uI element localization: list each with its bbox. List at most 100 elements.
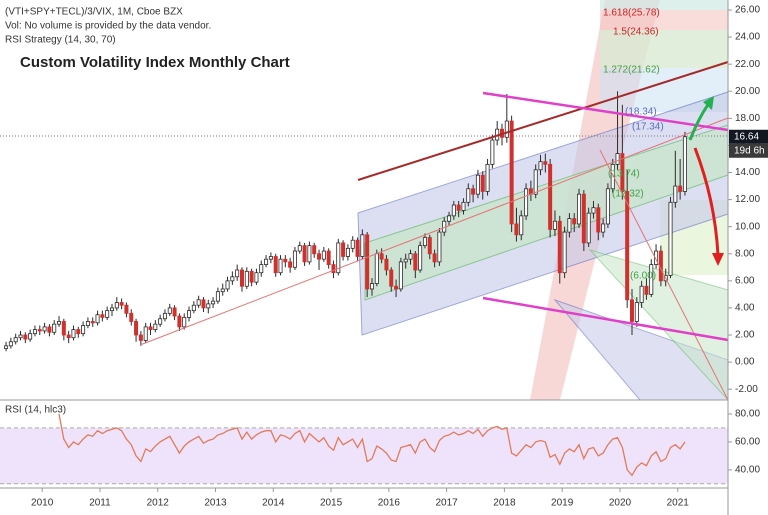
candle-body [620, 153, 625, 192]
y-tick-label: 6.00 [735, 275, 755, 286]
candle-body [182, 317, 187, 328]
x-tick-label: 2012 [147, 498, 170, 509]
candle-body [90, 321, 95, 324]
support-line [482, 296, 729, 342]
candle-body [389, 269, 394, 287]
candle-body [490, 139, 495, 165]
candle-body [466, 188, 471, 203]
candle-body [418, 245, 423, 271]
candle-body [678, 185, 683, 192]
candle-body [201, 299, 206, 309]
candle-body [567, 218, 572, 233]
candle-body [85, 321, 90, 326]
candle-body [639, 285, 644, 303]
candle-body [403, 258, 408, 263]
y-tick-label: 2.00 [735, 330, 755, 341]
candle-body [581, 193, 586, 244]
candle-body [629, 299, 634, 322]
candle-body [61, 321, 66, 336]
fib-labels: 1.618(25.78) 1.5(24.36) 1.272(21.62) (18… [603, 8, 664, 282]
candle-body [297, 245, 302, 252]
candle-body [533, 169, 538, 195]
candle-body [124, 304, 129, 314]
candle-body [572, 218, 577, 225]
fib-label: 1.618(25.78) [603, 8, 660, 19]
candle-body [95, 314, 100, 324]
down-arrow-head [712, 253, 724, 266]
candle-body [682, 136, 687, 192]
candle-body [119, 302, 124, 306]
y-tick-label: 8.00 [735, 248, 755, 259]
median-line [139, 117, 729, 346]
candle-body [4, 345, 9, 349]
candle-body [398, 261, 403, 290]
candle-body [114, 302, 119, 309]
candle-body [52, 323, 57, 333]
candle-body [187, 310, 192, 318]
candle-body [471, 188, 476, 195]
candle-body [509, 120, 514, 225]
y-tick-label: 18.00 [735, 113, 760, 124]
rsi-band [0, 427, 728, 484]
x-tick-label: 2010 [31, 498, 54, 509]
candle-body [485, 163, 490, 192]
candle-body [374, 253, 379, 284]
last-price-box [729, 129, 768, 144]
candle-body [456, 204, 461, 211]
candle-body [220, 288, 225, 293]
candle-body [610, 163, 615, 190]
candle-body [447, 215, 452, 222]
candle-body [215, 291, 220, 302]
candle-body [369, 283, 374, 290]
rsi-title: RSI (14, hlc3) [5, 405, 66, 416]
x-tick-label: 2017 [435, 498, 458, 509]
candle-body [206, 303, 211, 309]
fib-zone [600, 30, 728, 68]
fib-label: (12.32) [612, 189, 644, 200]
candle-body [32, 329, 37, 335]
candle-body [461, 201, 466, 211]
candle-body [264, 258, 269, 265]
candle-body [480, 174, 485, 192]
candle-body [384, 258, 389, 271]
y-tick-label: 24.00 [735, 32, 760, 43]
candle-body [109, 307, 114, 312]
candle-body [644, 285, 649, 295]
fib-zone [600, 0, 728, 10]
candle-body [100, 314, 105, 318]
candle-body [504, 120, 509, 138]
y-tick-label: 12.00 [735, 194, 760, 205]
fib-label: (13.74) [608, 169, 640, 180]
candle-body [514, 223, 519, 236]
candle-body [239, 269, 244, 287]
candle-body [552, 220, 557, 230]
candle-body [42, 326, 47, 332]
candle-body [605, 188, 610, 225]
x-tick-label: 2011 [89, 498, 111, 509]
candle-body [475, 174, 480, 195]
x-tick-label: 2015 [320, 498, 343, 509]
candle-body [577, 193, 582, 225]
candle-body [427, 237, 432, 255]
candle-body [548, 163, 553, 230]
candle-body [625, 191, 630, 301]
candle-body [268, 256, 273, 260]
candle-body [143, 326, 148, 341]
candle-body [230, 276, 235, 282]
candle-body [524, 188, 529, 217]
candles [4, 91, 687, 352]
candle-body [317, 253, 322, 260]
candle-body [326, 250, 331, 265]
x-tick-label: 2013 [204, 498, 227, 509]
candle-body [211, 300, 216, 305]
candle-body [408, 253, 413, 260]
y-tick-label: 22.00 [735, 59, 760, 70]
candle-body [379, 253, 384, 260]
axes: -2.00 0.00 2.00 4.00 6.00 8.00 10.00 12.00 14.00… [31, 5, 768, 509]
candle-body [451, 204, 456, 217]
candle-body [321, 250, 326, 260]
candle-body [331, 264, 336, 274]
strategy: RSI Strategy (14, 30, 70) [5, 35, 116, 46]
